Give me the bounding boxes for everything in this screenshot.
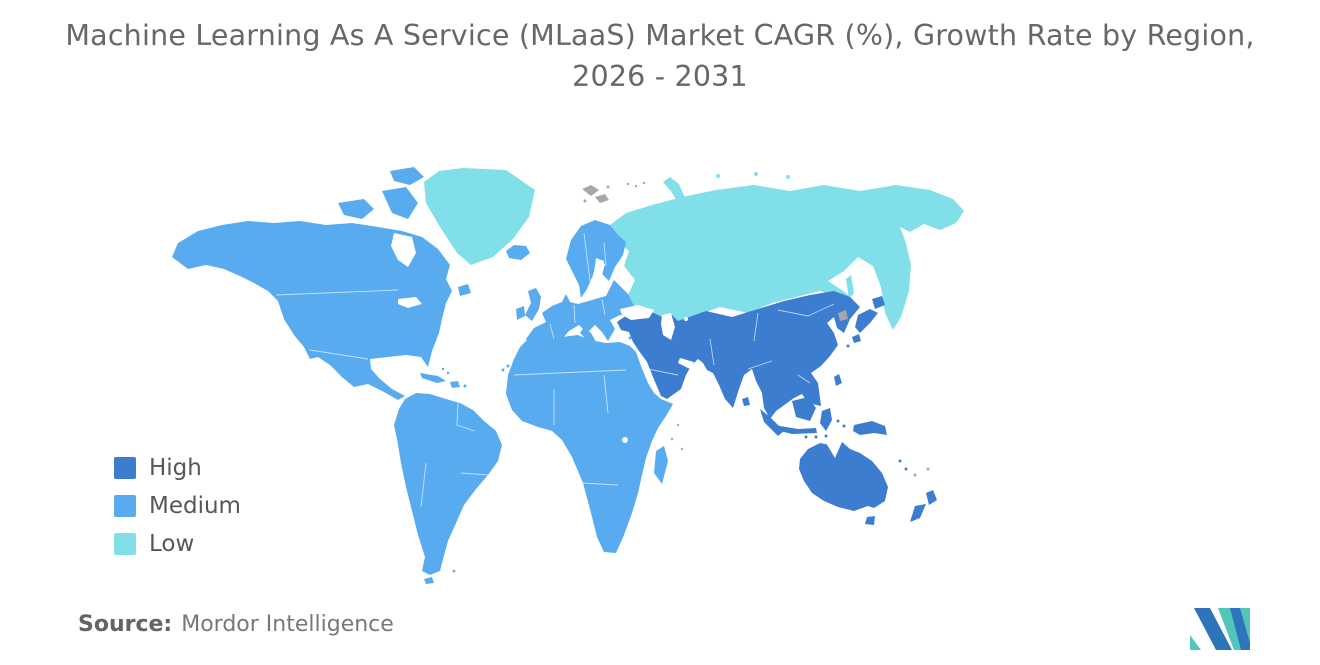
page-title-text: Machine Learning As A Service (MLaaS) Ma… bbox=[65, 19, 1255, 93]
page-title: Machine Learning As A Service (MLaaS) Ma… bbox=[0, 15, 1320, 97]
legend: High Medium Low bbox=[114, 449, 241, 563]
source-value: Mordor Intelligence bbox=[181, 612, 394, 637]
legend-swatch-medium bbox=[114, 495, 136, 517]
country-borders bbox=[275, 232, 835, 508]
world-map-chart bbox=[158, 163, 1168, 593]
legend-swatch-low bbox=[114, 533, 136, 555]
region-greenland bbox=[424, 168, 535, 265]
legend-label-low: Low bbox=[149, 531, 195, 557]
mordor-logo-m-icon bbox=[1190, 608, 1250, 650]
legend-item-low: Low bbox=[114, 525, 241, 563]
inland-seas bbox=[391, 233, 842, 458]
legend-swatch-high bbox=[114, 457, 136, 479]
region-asia-pacific bbox=[617, 291, 937, 525]
legend-item-medium: Medium bbox=[114, 487, 241, 525]
legend-item-high: High bbox=[114, 449, 241, 487]
world-map-svg bbox=[172, 167, 964, 584]
region-africa bbox=[501, 333, 673, 553]
legend-label-high: High bbox=[149, 455, 202, 481]
source: Source: Mordor Intelligence bbox=[78, 612, 394, 637]
region-no-data bbox=[452, 181, 930, 573]
region-north-america bbox=[172, 167, 471, 400]
mordor-intelligence-logo bbox=[1190, 606, 1254, 650]
region-russia bbox=[610, 172, 964, 333]
legend-label-medium: Medium bbox=[149, 493, 241, 519]
region-south-america bbox=[394, 393, 502, 584]
source-label: Source: bbox=[78, 612, 173, 637]
